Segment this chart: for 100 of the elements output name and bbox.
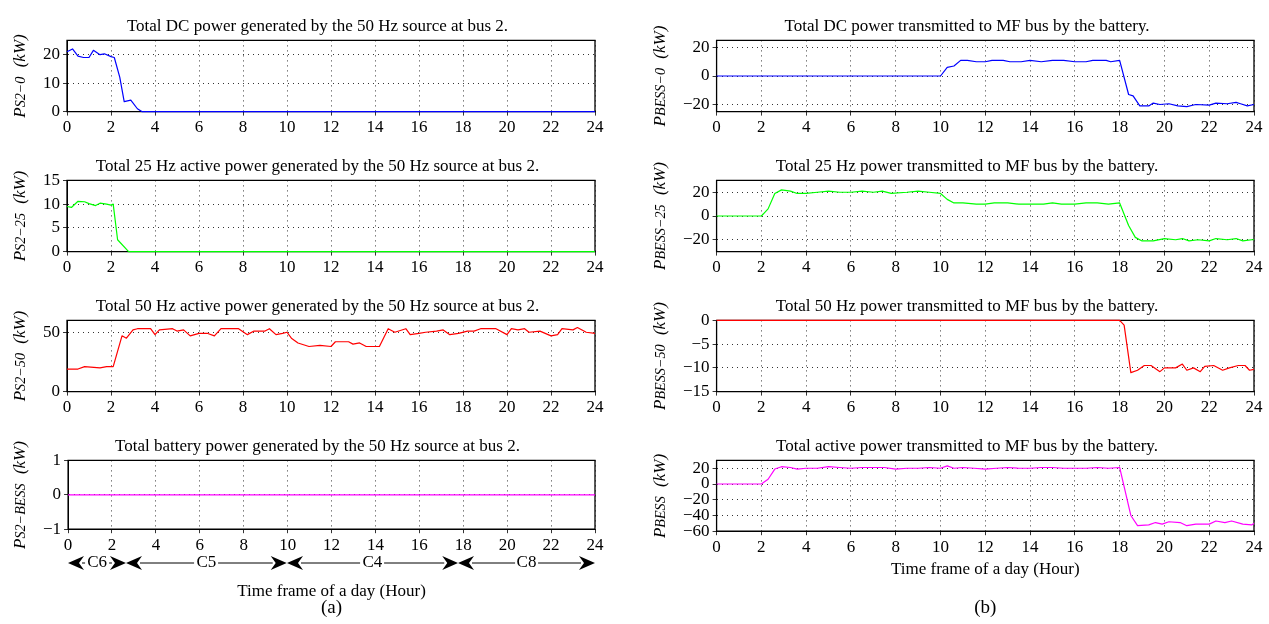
x-tick-label: 4 (801, 117, 811, 137)
text: (b) (974, 596, 997, 618)
x-tick-label: 10 (279, 534, 297, 554)
x-tick-label: 16 (410, 117, 428, 137)
x-tick-label: 8 (891, 117, 900, 137)
x-tick-label: 2 (757, 397, 766, 417)
x-tick-label: 12 (322, 257, 340, 277)
x-tick-label: 8 (239, 534, 248, 554)
x-tick-label: 10 (932, 257, 950, 277)
chart-title: Total 50 Hz power transmitted to MF bus by the battery. (775, 295, 1159, 315)
x-tick-label: 20 (1155, 397, 1173, 417)
x-tick-label: 12 (976, 536, 994, 556)
x-tick-label: 12 (322, 117, 340, 137)
x-tick-label: 14 (1021, 257, 1040, 277)
y-tick-label: −20 (682, 93, 710, 113)
x-tick-label: 10 (932, 117, 950, 137)
x-tick-label: 24 (1245, 536, 1263, 556)
x-tick-label: 14 (1021, 397, 1040, 417)
x-tick-label: 24 (586, 257, 604, 277)
y-tick-label: −15 (682, 381, 710, 401)
x-tick-label: 18 (1111, 117, 1129, 137)
x-tick-label: 4 (801, 257, 811, 277)
x-tick-label: 20 (1155, 257, 1173, 277)
x-tick-label: 20 (498, 534, 516, 554)
y-tick-label: 20 (692, 181, 710, 201)
chart-title: Total active power transmitted to MF bus by the battery. (775, 435, 1159, 455)
x-tick-label: 18 (454, 397, 472, 417)
y-tick-label: 20 (43, 44, 60, 64)
x-tick-label: 2 (757, 117, 766, 137)
chart-title: Total 25 Hz power transmitted to MF bus by the battery. (775, 155, 1159, 175)
x-tick-label: 20 (1155, 536, 1173, 556)
x-tick-label: 16 (410, 534, 428, 554)
x-tick-label: 24 (586, 534, 604, 554)
text: C8 (514, 552, 539, 572)
x-tick-label: 8 (238, 117, 248, 137)
y-tick-label: 5 (51, 217, 60, 237)
y-tick-label: −20 (682, 229, 710, 249)
x-tick-label: 2 (107, 534, 117, 554)
x-tick-label: 2 (757, 257, 766, 277)
x-tick-label: 16 (1066, 257, 1084, 277)
chart-title: Total 50 Hz active power generated by the 50 Hz source at bus 2. (95, 295, 540, 315)
x-tick-label: 10 (278, 117, 296, 137)
x-tick-label: 18 (1111, 257, 1129, 277)
y-tick-label: 0 (52, 484, 62, 504)
x-tick-label: 2 (757, 536, 766, 556)
y-tick-label: 10 (43, 72, 60, 92)
x-tick-label: 12 (976, 397, 994, 417)
y-tick-label: −10 (682, 357, 710, 377)
x-tick-label: 16 (1066, 397, 1084, 417)
y-tick-label: 15 (43, 169, 60, 189)
x-tick-label: 4 (150, 257, 160, 277)
text: C4 (360, 552, 385, 572)
y-tick-label: 10 (43, 193, 60, 213)
x-tick-label: 18 (454, 117, 472, 137)
y-tick-label: 1 (52, 449, 62, 469)
chart-title: Total DC power transmitted to MF bus by the battery. (784, 15, 1150, 35)
x-tick-label: 14 (366, 534, 385, 554)
y-tick-label: 20 (692, 36, 710, 56)
x-tick-label: 4 (801, 397, 811, 417)
x-tick-label: 14 (366, 257, 384, 277)
y-tick-label: 0 (701, 65, 710, 85)
x-tick-label: 8 (891, 397, 900, 417)
x-tick-label: 2 (106, 117, 116, 137)
x-tick-label: 20 (498, 397, 516, 417)
x-tick-label: 22 (1200, 536, 1218, 556)
x-tick-label: 24 (586, 117, 604, 137)
x-tick-label: 24 (1245, 257, 1263, 277)
x-tick-label: 22 (1200, 117, 1218, 137)
text: C6 (85, 552, 109, 572)
x-tick-label: 10 (932, 397, 950, 417)
x-tick-label: 22 (1200, 257, 1218, 277)
x-tick-label: 20 (1155, 117, 1173, 137)
x-tick-label: 14 (1021, 117, 1040, 137)
x-tick-label: 16 (1066, 536, 1084, 556)
x-tick-label: 18 (454, 534, 472, 554)
text: C5 (194, 552, 219, 572)
y-tick-label: −1 (42, 518, 62, 538)
x-tick-label: 24 (1245, 117, 1263, 137)
y-tick-label: 0 (701, 205, 710, 225)
x-tick-label: 14 (366, 117, 384, 137)
y-tick-label: 0 (701, 309, 710, 329)
x-tick-label: 22 (542, 257, 560, 277)
x-tick-label: 10 (278, 257, 296, 277)
x-tick-label: 12 (323, 534, 341, 554)
y-tick-label: 0 (51, 101, 60, 121)
x-tick-label: 6 (194, 397, 204, 417)
x-tick-label: 6 (846, 536, 856, 556)
chart-title: Total battery power generated by the 50 Hz source at bus 2. (115, 435, 520, 455)
x-tick-label: 12 (976, 117, 994, 137)
x-tick-label: 22 (542, 117, 560, 137)
x-tick-label: 6 (194, 117, 204, 137)
chart-title: Total DC power generated by the 50 Hz source at bus 2. (126, 15, 509, 35)
chart-title: Total 25 Hz active power generated by the 50 Hz source at bus 2. (95, 155, 540, 175)
x-tick-label: 16 (410, 257, 428, 277)
x-tick-label: 6 (846, 397, 856, 417)
x-tick-label: 12 (322, 397, 340, 417)
y-tick-label: 0 (51, 381, 60, 401)
x-tick-label: 10 (932, 536, 950, 556)
x-tick-label: 6 (195, 534, 205, 554)
x-tick-label: 18 (1111, 536, 1129, 556)
